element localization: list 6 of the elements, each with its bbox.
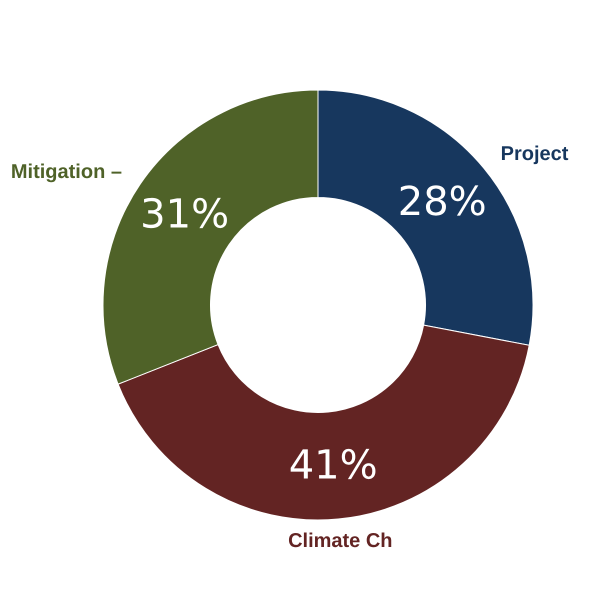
data-label: 31% (140, 191, 230, 238)
data-label: 41% (288, 442, 378, 489)
data-label: 28% (398, 179, 487, 226)
slice-label: Mitigation – (10, 160, 122, 183)
slice-label: Project (500, 142, 569, 165)
slice-label: Climate Ch (288, 530, 393, 552)
